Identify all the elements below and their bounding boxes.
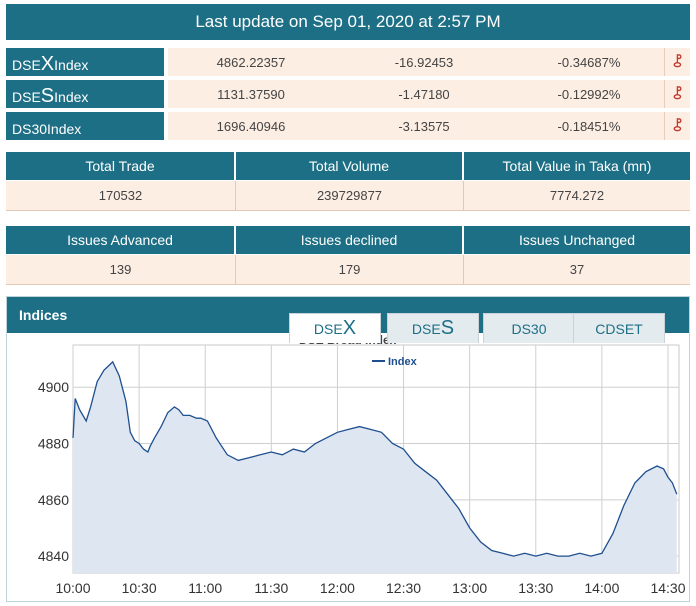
total-volume-value: 239729877 <box>236 181 464 210</box>
x-tick-label: 14:30 <box>650 580 685 596</box>
index-name-dsex[interactable]: DSE X Index <box>6 48 164 76</box>
index-percent: -0.18451% <box>514 112 664 140</box>
y-tick-label: 4840 <box>38 548 69 564</box>
total-value-taka: 7774.272 <box>549 188 605 203</box>
issues-unchanged-label: Issues Unchanged <box>519 232 635 248</box>
index-change: -16.92453 <box>334 48 514 76</box>
last-update-title: Last update on Sep 01, 2020 at 2:57 PM <box>195 12 501 31</box>
x-tick-label: 13:00 <box>452 580 487 596</box>
issues-unchanged-value: 37 <box>569 262 585 277</box>
dse-broad-index-chart: 10:00 10:30 11:00 11:30 12:00 12:30 13:00 13:30… <box>38 333 686 596</box>
x-tick-label: 12:00 <box>320 580 355 596</box>
x-tick-label: 11:30 <box>254 580 288 596</box>
issue-stats-header: Issues Advanced Issues declined Issues U… <box>6 226 690 254</box>
indices-panel: Indices 10:00 10:30 11:00 11:30 12:00 12:30 13… <box>6 296 690 602</box>
y-tick-label: 4900 <box>38 379 69 395</box>
issues-declined-value: 179 <box>236 255 464 284</box>
double-chevron-down-icon: ⯛ <box>664 112 690 140</box>
index-row-dsex[interactable]: DSE X Index 4862.22357 -16.92453 -0.34687… <box>6 48 690 76</box>
legend-label: Index <box>388 356 418 368</box>
index-change: -1.47180 <box>334 80 514 108</box>
x-tick-label: 10:30 <box>122 580 157 596</box>
x-tick-label: 13:30 <box>518 580 553 596</box>
x-tick-label: 14:00 <box>584 580 619 596</box>
series-line <box>72 360 678 557</box>
x-tick-label: 10:00 <box>55 580 90 596</box>
index-row-ds30[interactable]: DS30 Index 1696.40946 -3.13575 -0.18451%… <box>6 112 690 140</box>
index-value: 1131.37590 <box>168 80 334 108</box>
last-update-header: Last update on Sep 01, 2020 at 2:57 PM <box>6 4 690 40</box>
x-tick-label: 12:30 <box>386 580 421 596</box>
index-change: -3.13575 <box>334 112 514 140</box>
total-trade-value: 170532 <box>6 181 236 210</box>
trade-stats-header: Total Trade Total Volume Total Value in … <box>6 152 690 180</box>
tab-cdset[interactable]: CDSET <box>573 313 665 343</box>
trade-stats-values: 170532 239729877 7774.272 <box>6 181 690 211</box>
issues-advanced-value: 139 <box>6 255 236 284</box>
issues-declined-label: Issues declined <box>236 226 464 254</box>
indices-panel-title: Indices <box>19 307 68 323</box>
x-tick-label: 11:00 <box>188 580 222 596</box>
tab-ds30[interactable]: DS30 <box>483 313 575 343</box>
tab-dses[interactable]: DSE S <box>387 313 479 343</box>
tab-dsex[interactable]: DSE X <box>289 313 381 343</box>
index-row-dses[interactable]: DSE S Index 1131.37590 -1.47180 -0.12992%… <box>6 80 690 108</box>
series-area <box>73 361 677 573</box>
y-tick-label: 4880 <box>38 436 69 452</box>
issues-advanced-label: Issues Advanced <box>6 226 236 254</box>
total-volume-label: Total Volume <box>236 152 464 180</box>
index-name-ds30[interactable]: DS30 Index <box>6 112 164 140</box>
index-percent: -0.34687% <box>514 48 664 76</box>
index-percent: -0.12992% <box>514 80 664 108</box>
double-chevron-down-icon: ⯛ <box>664 48 690 76</box>
index-value: 1696.40946 <box>168 112 334 140</box>
total-value-label: Total Value in Taka (mn) <box>502 158 652 174</box>
double-chevron-down-icon: ⯛ <box>664 80 690 108</box>
y-tick-label: 4860 <box>38 492 69 508</box>
issue-stats-values: 139 179 37 <box>6 255 690 285</box>
total-trade-label: Total Trade <box>6 152 236 180</box>
index-name-dses[interactable]: DSE S Index <box>6 80 164 108</box>
index-value: 4862.22357 <box>168 48 334 76</box>
